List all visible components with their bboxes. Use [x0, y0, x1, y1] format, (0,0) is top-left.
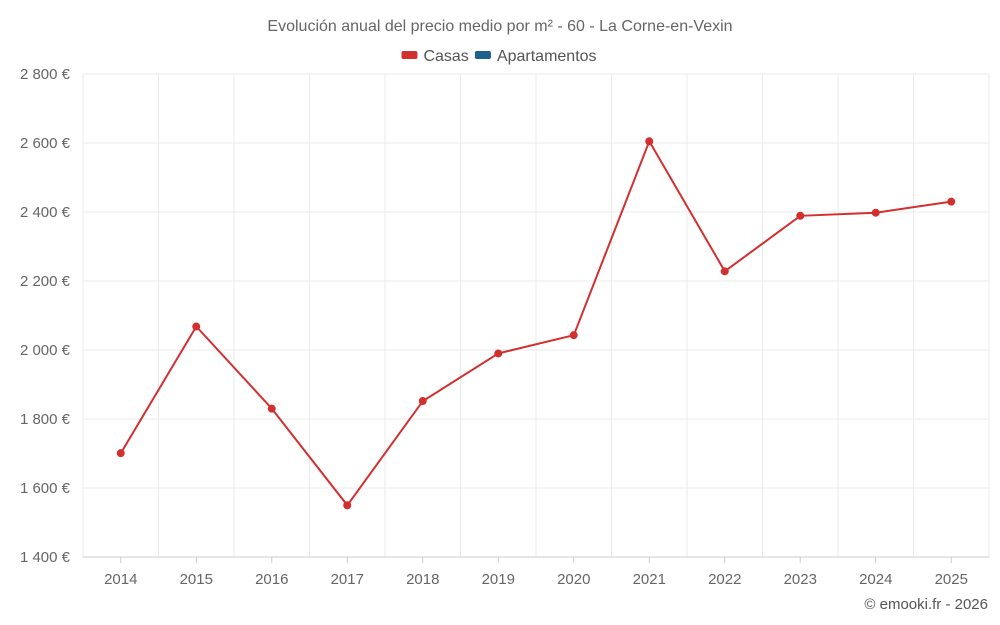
x-tick-label: 2016: [255, 571, 288, 588]
legend: Casas Apartamentos: [401, 48, 597, 65]
y-tick-label: 1 600 €: [20, 480, 71, 497]
x-tick-label: 2014: [104, 571, 137, 588]
legend-item-casas[interactable]: Casas: [401, 48, 469, 65]
data-point[interactable]: [192, 322, 201, 331]
x-tick-label: 2021: [633, 571, 666, 588]
data-point[interactable]: [720, 267, 729, 276]
x-tick-label: 2022: [708, 571, 741, 588]
legend-label: Casas: [423, 48, 468, 65]
legend-label: Apartamentos: [497, 48, 597, 65]
x-tick-label: 2020: [557, 571, 590, 588]
series-line-casas: [119, 139, 952, 507]
data-point[interactable]: [796, 211, 805, 220]
data-point[interactable]: [343, 501, 352, 510]
legend-item-apartamentos[interactable]: Apartamentos: [474, 48, 597, 65]
x-tick-label: 2015: [180, 571, 213, 588]
legend-swatch: [474, 51, 491, 59]
data-point[interactable]: [569, 331, 578, 340]
data-point[interactable]: [871, 208, 880, 217]
x-tick-label: 2023: [784, 571, 817, 588]
legend-swatch: [401, 51, 418, 59]
y-tick-label: 1 400 €: [20, 549, 71, 566]
y-tick-label: 1 800 €: [20, 411, 71, 428]
chart-credit: © emooki.fr - 2026: [864, 596, 988, 613]
y-tick-label: 2 000 €: [20, 342, 71, 359]
data-point[interactable]: [947, 197, 956, 206]
y-tick-label: 2 800 €: [20, 66, 71, 83]
x-tick-label: 2024: [859, 571, 892, 588]
series-layer: [116, 137, 956, 510]
y-tick-label: 2 400 €: [20, 204, 71, 221]
data-point[interactable]: [116, 449, 125, 458]
x-tick-label: 2025: [935, 571, 968, 588]
data-point[interactable]: [418, 397, 427, 406]
data-point[interactable]: [267, 404, 276, 413]
y-tick-label: 2 600 €: [20, 135, 71, 152]
grid: [82, 73, 990, 557]
y-tick-label: 2 200 €: [20, 273, 71, 290]
chart-title: Evolución anual del precio medio por m² …: [267, 18, 732, 35]
x-tick-label: 2017: [331, 571, 364, 588]
x-tick-label: 2018: [406, 571, 439, 588]
x-tick-label: 2019: [482, 571, 515, 588]
data-point[interactable]: [645, 137, 654, 146]
axes: 1 400 € 1 600 € 1 800 € 2 000 € 2 200 € 2 400…: [20, 66, 989, 588]
data-point[interactable]: [494, 349, 503, 358]
